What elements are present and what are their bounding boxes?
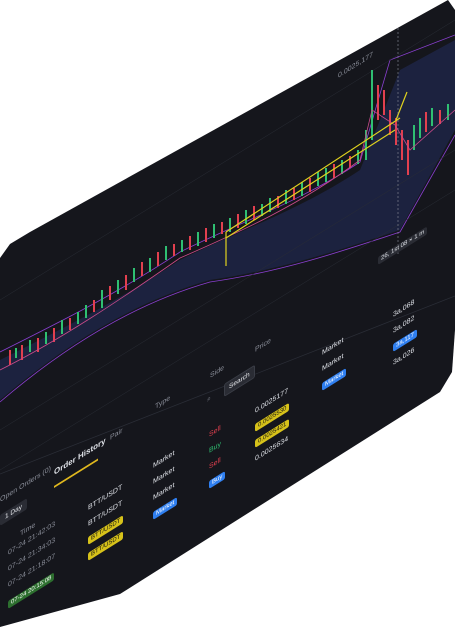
bollinger-band bbox=[0, 40, 455, 400]
moving-average bbox=[0, 109, 455, 371]
grid bbox=[0, 19, 455, 471]
band-lower-line bbox=[0, 134, 455, 403]
band-upper-line bbox=[0, 34, 455, 353]
trend-lines bbox=[225, 91, 408, 266]
